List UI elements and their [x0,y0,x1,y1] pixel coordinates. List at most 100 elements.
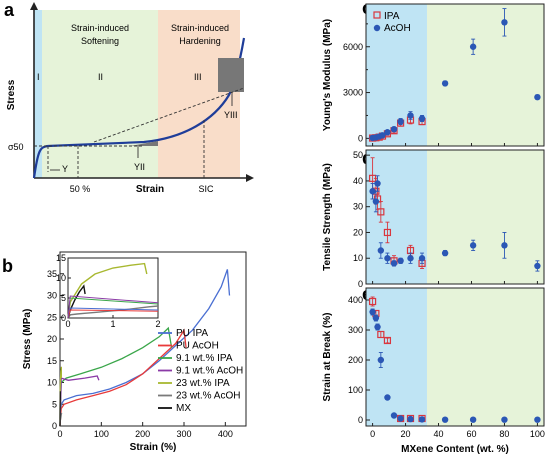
y-tick-sigma50: σ50 [8,142,24,152]
point-acoh [534,262,541,270]
y-tick-label: 6000 [343,42,363,52]
y-tick-label: 35 [47,269,57,279]
point-acoh [418,115,426,122]
region-i-shade [34,10,42,178]
y-tick-label: 50 [353,150,363,160]
point-acoh [372,198,380,205]
y-axis-label: Stress [6,79,17,110]
point-acoh [384,394,391,401]
legend-label-ipa: IPA [384,11,400,22]
region-label-i: I [37,72,40,82]
x-axis-label: Strain [136,184,164,195]
x-tick-label: 400 [218,429,233,439]
point-acoh [379,132,386,139]
point-acoh [369,188,376,195]
x-tick-label-e: 60 [466,429,476,439]
shade-blue-e [366,288,427,426]
x-tick-label: 300 [176,429,191,439]
region-label-iii: III [194,72,202,82]
legend-label-1: PU AcOH [176,341,219,352]
y-tick-label: 20 [47,334,57,344]
legend-marker-ipa [373,11,381,19]
inset-series-pu-3 [67,295,159,319]
y-tick-label: 40 [353,176,363,186]
x-tick-sic: SIC [198,184,214,194]
inset-y-tick-label: 5 [61,293,66,303]
point-acoh [441,249,449,257]
region-title-1: Strain-induced [71,23,129,33]
frame-d [365,149,545,285]
legend-marker-acoh [373,24,381,32]
x-tick-label: 100 [94,429,109,439]
series-line-2 [59,326,173,427]
inset-x-tick-label: 1 [110,319,115,329]
y-tick-label: 25 [47,312,57,322]
point-acoh [441,416,449,423]
x-tick-label: 200 [135,429,150,439]
shade-green-e [426,288,544,426]
inset-y-tick-label: 10 [56,273,66,283]
point-acoh [407,112,414,119]
y-tick-label: 10 [353,253,363,263]
point-acoh [397,257,404,265]
x-tick-label-e: 20 [401,429,411,439]
y-tick-label: 3000 [343,88,363,98]
legend-label-3: 9.1 wt.% AcOH [176,366,243,377]
inset-x-tick-label: 0 [65,319,70,329]
point-acoh [407,415,414,423]
point-acoh [441,80,449,87]
panel-label-b: b [2,256,13,276]
inset-x-tick-label: 2 [155,319,160,329]
legend-label-2: 9.1 wt.% IPA [176,353,233,364]
inset-y-tick-label: 0 [61,313,66,323]
y-axis-arrow [30,2,38,10]
point-acoh [407,255,414,262]
x-tick-label-e: 0 [370,429,375,439]
series-line-1 [59,328,187,427]
legend-label-4: 23 wt.% IPA [176,378,230,389]
point-ipa [377,330,385,339]
y-tick-label: 20 [353,227,363,237]
inset-series-4 [67,262,148,319]
series-line-3 [59,375,100,427]
point-acoh [377,356,385,364]
point-ipa [383,336,392,345]
legend-label-0: PU IPA [176,328,208,339]
point-acoh [369,308,376,316]
legend-label-acoh: AcOH [384,23,411,34]
y-tick-label: 0 [358,279,363,289]
tangent-line [93,87,245,143]
point-acoh [501,19,508,26]
y-axis-label-c: Young's Modulus (MPa) [322,19,333,131]
x-tick-label: 0 [57,429,62,439]
region-ii-shade [42,10,158,178]
frame-e [365,287,545,427]
x-tick-50: 50 % [70,184,91,194]
y-tick-label: 15 [47,356,57,366]
y-tick-label: 0 [52,421,57,431]
x-axis-arrow [246,174,254,182]
point-acoh [384,255,391,262]
y-axis-label-e: Strain at Break (%) [322,313,333,402]
y-tick-label: 0 [358,415,363,425]
y-tick-label: 30 [47,291,57,301]
point-acoh [390,126,398,133]
point-acoh [374,323,381,331]
point-acoh [377,247,385,254]
point-acoh [384,129,391,136]
annotation-yii: YII [134,162,145,172]
point-acoh [469,242,477,249]
point-acoh [418,255,426,262]
shade-green-d [426,150,544,284]
annotation-yiii: YIII [224,110,238,120]
point-acoh [390,260,398,267]
x-tick-label-e: 80 [499,429,509,439]
legend-label-5: 23 wt.% AcOH [176,391,240,402]
point-acoh [397,118,404,125]
frame-c [365,3,545,147]
inset-series-5 [67,305,159,319]
point-acoh [501,416,508,423]
inset-y-tick-label: 15 [56,253,66,263]
region-title-2: Hardening [179,36,221,46]
